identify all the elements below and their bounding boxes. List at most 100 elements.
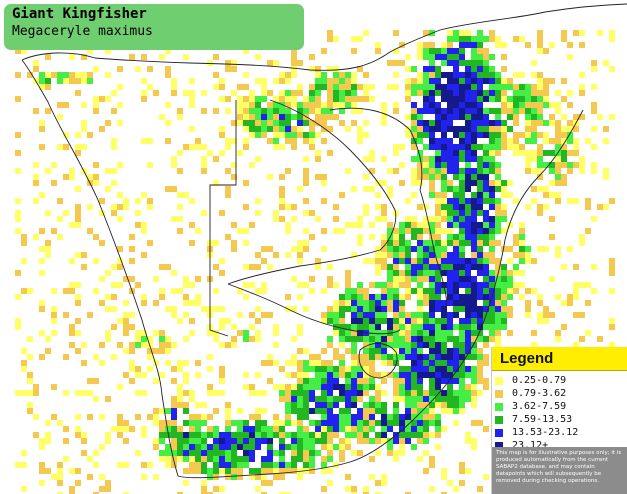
grid-cell: [105, 186, 111, 192]
grid-cell: [237, 288, 243, 294]
grid-cell: [345, 372, 351, 378]
grid-cell: [177, 390, 183, 396]
grid-cell: [309, 210, 315, 216]
grid-cell: [153, 378, 159, 384]
grid-cell: [249, 90, 255, 96]
grid-cell: [291, 456, 297, 462]
grid-cell: [183, 390, 189, 396]
grid-cell: [447, 204, 453, 210]
grid-cell: [597, 30, 603, 36]
grid-cell: [465, 216, 471, 222]
grid-cell: [63, 78, 69, 84]
legend-entry: 13.53-23.12: [495, 426, 627, 439]
grid-cell: [273, 210, 279, 216]
grid-cell: [441, 474, 447, 480]
grid-cell: [195, 138, 201, 144]
grid-cell: [165, 456, 171, 462]
grid-cell: [513, 144, 519, 150]
grid-cell: [501, 294, 507, 300]
grid-cell: [507, 294, 513, 300]
grid-cell: [201, 306, 207, 312]
grid-cell: [225, 144, 231, 150]
grid-cell: [447, 168, 453, 174]
grid-cell: [393, 258, 399, 264]
grid-cell: [459, 246, 465, 252]
grid-cell: [285, 120, 291, 126]
grid-cell: [429, 360, 435, 366]
grid-cell: [339, 372, 345, 378]
grid-cell: [357, 330, 363, 336]
grid-cell: [243, 264, 249, 270]
grid-cell: [567, 246, 573, 252]
grid-cell: [291, 66, 297, 72]
grid-cell: [333, 372, 339, 378]
grid-cell: [309, 288, 315, 294]
grid-cell: [39, 330, 45, 336]
legend-entry: 7.59-13.53: [495, 413, 627, 426]
grid-cell: [501, 318, 507, 324]
grid-cell: [285, 138, 291, 144]
grid-cell: [303, 282, 309, 288]
grid-cell: [501, 270, 507, 276]
grid-cell: [63, 426, 69, 432]
grid-cell: [249, 336, 255, 342]
grid-cell: [291, 60, 297, 66]
grid-cell: [555, 168, 561, 174]
grid-cell: [417, 246, 423, 252]
grid-cell: [393, 438, 399, 444]
grid-cell: [411, 372, 417, 378]
grid-cell: [135, 450, 141, 456]
grid-cell: [57, 198, 63, 204]
grid-cell: [309, 456, 315, 462]
grid-cell: [27, 354, 33, 360]
grid-cell: [195, 300, 201, 306]
grid-cell: [15, 132, 21, 138]
grid-cell: [303, 180, 309, 186]
grid-cell: [279, 174, 285, 180]
grid-cell: [429, 96, 435, 102]
grid-cell: [69, 222, 75, 228]
grid-cell: [471, 252, 477, 258]
grid-cell: [297, 450, 303, 456]
grid-cell: [525, 306, 531, 312]
grid-cell: [249, 432, 255, 438]
grid-cell: [465, 438, 471, 444]
grid-cell: [369, 156, 375, 162]
grid-cell: [57, 72, 63, 78]
grid-cell: [537, 30, 543, 36]
grid-cell: [69, 492, 75, 494]
grid-cell: [471, 132, 477, 138]
grid-cell: [129, 360, 135, 366]
grid-cell: [357, 390, 363, 396]
grid-cell: [429, 408, 435, 414]
grid-cell: [489, 258, 495, 264]
grid-cell: [177, 204, 183, 210]
grid-cell: [393, 384, 399, 390]
grid-cell: [501, 312, 507, 318]
grid-cell: [459, 408, 465, 414]
grid-cell: [381, 252, 387, 258]
grid-cell: [423, 162, 429, 168]
grid-cell: [405, 420, 411, 426]
grid-cell: [471, 60, 477, 66]
grid-cell: [273, 114, 279, 120]
grid-cell: [393, 330, 399, 336]
grid-cell: [465, 96, 471, 102]
grid-cell: [399, 384, 405, 390]
grid-cell: [135, 282, 141, 288]
grid-cell: [579, 90, 585, 96]
grid-cell: [483, 288, 489, 294]
grid-cell: [123, 204, 129, 210]
grid-cell: [255, 54, 261, 60]
grid-cell: [141, 426, 147, 432]
grid-cell: [141, 372, 147, 378]
grid-cell: [267, 60, 273, 66]
grid-cell: [489, 276, 495, 282]
grid-cell: [441, 228, 447, 234]
grid-cell: [291, 96, 297, 102]
grid-cell: [447, 336, 453, 342]
grid-cell: [297, 384, 303, 390]
grid-cell: [459, 384, 465, 390]
grid-cell: [477, 126, 483, 132]
grid-cell: [507, 276, 513, 282]
